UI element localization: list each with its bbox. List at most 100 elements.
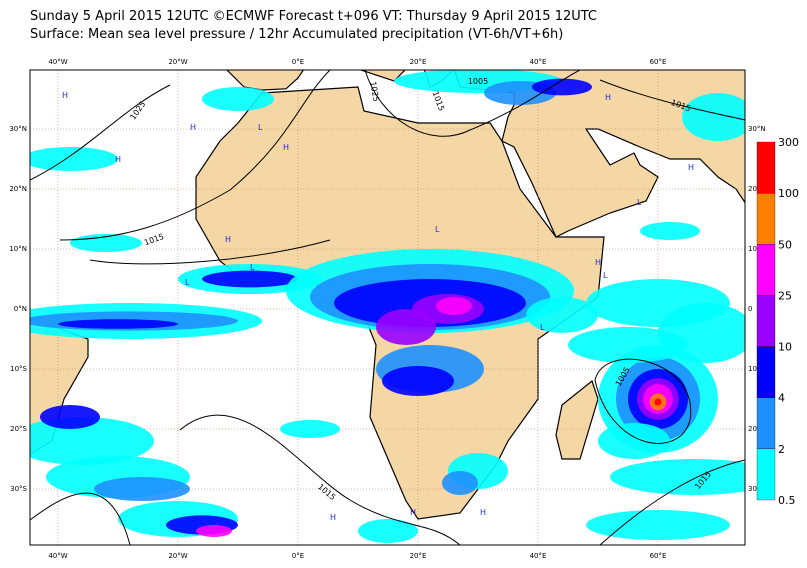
precipitation-area	[682, 93, 745, 141]
lon-label: 20°W	[168, 58, 187, 66]
precipitation-area	[30, 417, 154, 465]
precipitation-area	[442, 471, 478, 495]
colorbar-segment	[756, 244, 776, 296]
pressure-center: H	[595, 258, 601, 267]
colorbar-segment	[756, 448, 776, 501]
subtitle: Surface: Mean sea level pressure / 12hr …	[30, 27, 563, 42]
colorbar-segment	[756, 346, 776, 398]
lat-label: 10°S	[10, 365, 27, 373]
precipitation-area	[40, 405, 100, 429]
precipitation-area	[280, 420, 340, 438]
title: Sunday 5 April 2015 12UTC ©ECMWF Forecas…	[30, 9, 597, 24]
lat-label: 20°N	[9, 185, 27, 193]
colorbar: 0.5 2 4 10 25 50 100 300	[756, 136, 799, 507]
precipitation-area	[568, 327, 688, 363]
colorbar-segment	[756, 295, 776, 347]
isobar	[30, 492, 131, 545]
pressure-center: H	[62, 91, 68, 100]
precipitation-area	[640, 222, 700, 240]
lat-label: 20°S	[10, 425, 27, 433]
precipitation-area	[202, 270, 298, 288]
pressure-center: H	[605, 93, 611, 102]
lon-label: 20°W	[168, 552, 187, 560]
isobar	[59, 70, 331, 241]
precipitation-area	[658, 303, 745, 363]
colorbar-label: 10	[778, 341, 792, 354]
precipitation-area	[358, 519, 418, 543]
lat-label: 0°N	[14, 305, 27, 313]
asia	[453, 70, 745, 238]
pressure-center: H	[225, 235, 231, 244]
pressure-center: H	[115, 155, 121, 164]
precipitation-area	[532, 78, 592, 96]
precipitation-area	[610, 459, 745, 495]
colorbar-label: 2	[778, 443, 785, 456]
colorbar-label: 50	[778, 238, 792, 251]
lat-label: 20	[748, 185, 757, 193]
colorbar-segment	[756, 141, 776, 194]
pressure-center: L	[250, 263, 255, 272]
pressure-center: L	[435, 225, 440, 234]
lat-label: 30	[748, 485, 757, 493]
lat-label: 30°N	[748, 125, 766, 133]
precipitation-area	[382, 366, 454, 396]
lon-label: 40°W	[48, 58, 67, 66]
isobar	[30, 84, 171, 181]
isobar	[89, 239, 331, 265]
lat-label: 30°S	[10, 485, 27, 493]
isobar	[179, 414, 461, 545]
lat-label: 0	[748, 305, 752, 313]
lon-label: 20°E	[410, 58, 427, 66]
lon-label: 40°E	[530, 58, 547, 66]
precipitation-area	[598, 423, 670, 459]
colorbar-label: 25	[778, 289, 792, 302]
precipitation-area	[436, 297, 472, 315]
italy	[359, 70, 406, 82]
pressure-center: H	[410, 508, 416, 517]
lon-label: 60°E	[650, 552, 667, 560]
colorbar-segment	[756, 397, 776, 450]
colorbar-segment	[756, 192, 776, 245]
colorbar-label: 100	[778, 187, 799, 200]
precipitation-area	[196, 525, 232, 537]
lon-label: 0°E	[292, 58, 304, 66]
pressure-center: L	[540, 323, 545, 332]
precipitation-area	[58, 319, 178, 329]
lat-label: 10	[748, 245, 757, 253]
lon-label: 20°E	[410, 552, 427, 560]
precipitation-area	[376, 309, 436, 345]
isobar	[599, 79, 745, 121]
pressure-center: H	[480, 508, 486, 517]
precipitation-area	[202, 87, 274, 111]
pressure-center: H	[330, 513, 336, 522]
lat-label: 30°N	[9, 125, 27, 133]
lon-label: 0°E	[292, 552, 304, 560]
colorbar-label: 4	[778, 392, 785, 405]
pressure-center: L	[258, 123, 263, 132]
pressure-center: H	[190, 123, 196, 132]
pressure-center: H	[283, 143, 289, 152]
lat-label: 20	[748, 425, 757, 433]
lon-label: 60°E	[650, 58, 667, 66]
precipitation-area	[30, 147, 118, 171]
precipitation-area	[586, 510, 730, 540]
colorbar-label: 0.5	[778, 494, 796, 507]
precipitation-area	[654, 398, 662, 406]
pressure-center: L	[637, 198, 642, 207]
lat-label: 10°N	[9, 245, 27, 253]
iberia	[226, 70, 305, 91]
isobar	[364, 70, 581, 137]
isobar	[599, 459, 745, 545]
pressure-center: H	[688, 163, 694, 172]
map-frame	[29, 69, 746, 546]
madagascar	[555, 379, 599, 460]
lon-label: 40°W	[48, 552, 67, 560]
colorbar-label: 300	[778, 136, 799, 149]
isobar-label: 1005	[468, 77, 488, 86]
precipitation-area	[526, 297, 598, 333]
pressure-center: L	[603, 271, 608, 280]
pressure-center: L	[185, 278, 190, 287]
isobar-label: 1025	[368, 81, 380, 103]
